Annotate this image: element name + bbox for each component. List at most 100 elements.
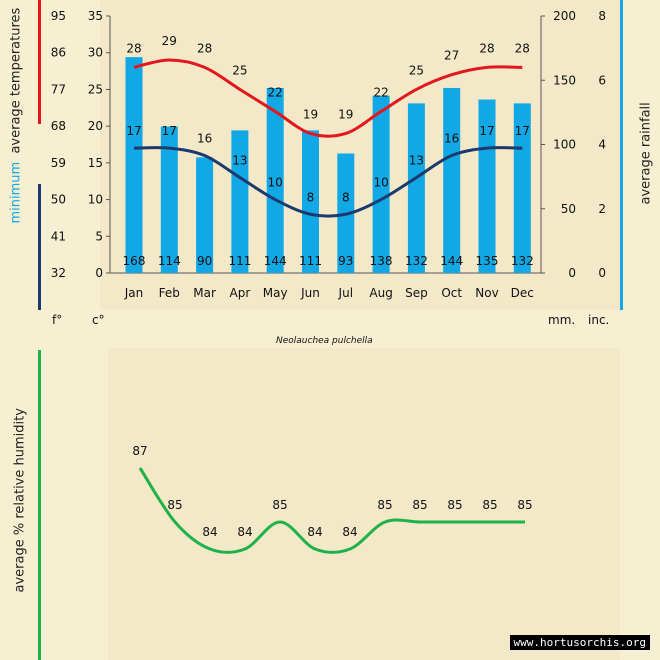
minimum-label: minimum [8,161,24,224]
minimum-data-label: 8 [307,190,315,204]
rainfall-axis-title: average rainfall [638,102,654,205]
maximum-data-label: 28 [479,41,494,55]
mm-unit-label: mm. [548,313,576,327]
humidity-panel [108,348,620,660]
maximum-data-label: 27 [444,49,459,63]
minimum-data-label: 17 [479,124,494,138]
mm-tick-label: 150 [553,73,576,87]
inches-tick-label: 2 [598,202,606,216]
humidity-axis-stripe [38,350,41,660]
rainfall-bar [443,87,461,274]
celsius-tick-label: 5 [95,229,103,243]
rainfall-axis-stripe [620,0,623,310]
rainfall-data-label: 111 [228,254,251,268]
maximum-data-label: 28 [126,41,141,55]
rainfall-bar [513,103,531,273]
inches-tick-label: 6 [598,73,606,87]
celsius-unit-label: c° [92,313,105,327]
rainfall-data-label: 114 [158,254,181,268]
rainfall-data-label: 111 [299,254,322,268]
celsius-tick-label: 15 [88,156,103,170]
rainfall-data-label: 132 [405,254,428,268]
month-tick-label: May [263,286,288,300]
month-tick-label: Jun [300,286,320,300]
month-tick-label: Dec [511,286,534,300]
species-name: Neolauchea pulchella [276,336,373,346]
fahrenheit-tick-label: 68 [51,119,66,133]
mm-tick-label: 50 [561,202,576,216]
fahrenheit-tick-label: 41 [51,229,66,243]
minimum-data-label: 10 [373,176,388,190]
mm-tick-label: 0 [568,266,576,280]
maximum-data-label: 22 [373,85,388,99]
maximum-data-label: 22 [268,85,283,99]
rainfall-data-label: 144 [264,254,287,268]
fahrenheit-unit-label: f° [52,313,63,327]
inches-unit-label: inc. [588,313,610,327]
rainfall-bar [196,157,214,273]
rainfall-data-label: 90 [197,254,212,268]
rainfall-bar [231,130,249,273]
minimum-data-label: 16 [197,132,212,146]
minimum-data-label: 8 [342,190,350,204]
rainfall-bar [372,95,390,273]
celsius-tick-label: 35 [88,9,103,23]
inches-tick-label: 8 [598,9,606,23]
fahrenheit-tick-label: 95 [51,9,66,23]
fahrenheit-tick-label: 50 [51,193,66,207]
month-tick-label: Nov [475,286,498,300]
rainfall-data-label: 93 [338,254,353,268]
watermark: www.hortusorchis.org [509,635,650,650]
climate-panel [100,0,620,310]
month-tick-label: Sep [405,286,428,300]
inches-tick-label: 4 [598,138,606,152]
climate-chart: 3241505968778695051015202530350501001502… [38,0,623,310]
rainfall-data-label: 144 [440,254,463,268]
month-tick-label: Jan [124,286,144,300]
maximum-temperature-line [133,58,523,138]
celsius-tick-label: 30 [88,46,103,60]
month-tick-label: Feb [159,286,180,300]
celsius-tick-label: 10 [88,193,103,207]
rainfall-bar [125,57,143,274]
maximum-axis-stripe [38,0,41,124]
month-tick-label: Apr [230,286,251,300]
minimum-data-label: 16 [444,132,459,146]
mm-tick-label: 200 [553,9,576,23]
minimum-data-label: 10 [268,176,283,190]
rainfall-data-label: 135 [476,254,499,268]
maximum-data-label: 25 [409,63,424,77]
celsius-tick-label: 25 [88,82,103,96]
rainfall-data-label: 138 [370,254,393,268]
maximum-data-label: 19 [303,107,318,121]
inches-tick-label: 0 [598,266,606,280]
celsius-tick-label: 20 [88,119,103,133]
minimum-data-label: 17 [126,124,141,138]
minimum-data-label: 17 [515,124,530,138]
minimum-temperature-line [133,146,523,218]
rainfall-bar [160,126,178,273]
minimum-data-label: 13 [409,154,424,168]
mm-tick-label: 100 [553,138,576,152]
rainfall-data-label: 168 [123,254,146,268]
maximum-data-label: 28 [197,41,212,55]
humidity-axis-title: average % relative humidity [12,408,28,593]
rainfall-bar [407,103,425,273]
month-tick-label: Jul [338,286,353,300]
minimum-data-label: 13 [232,154,247,168]
rainfall-bar [266,87,284,274]
month-tick-label: Mar [193,286,216,300]
celsius-tick-label: 0 [95,266,103,280]
left-axis-title: minimum average temperatures maximum [8,8,24,224]
month-tick-label: Oct [441,286,462,300]
fahrenheit-tick-label: 77 [51,82,66,96]
minimum-data-label: 17 [162,124,177,138]
maximum-data-label: 29 [162,34,177,48]
minimum-axis-stripe [38,184,41,310]
rainfall-data-label: 132 [511,254,534,268]
rainfall-bar [302,130,319,273]
maximum-data-label: 25 [232,63,247,77]
fahrenheit-tick-label: 86 [51,46,66,60]
temperature-axis-label: average temperatures [8,7,24,154]
month-tick-label: Aug [369,286,392,300]
